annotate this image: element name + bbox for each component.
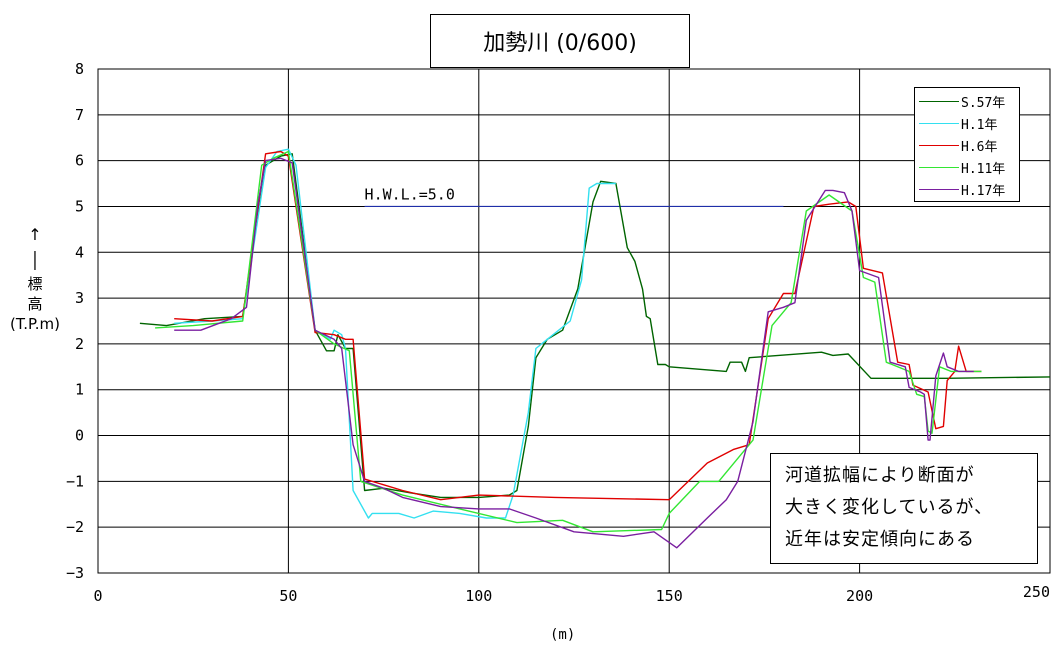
legend-swatch: [919, 122, 959, 124]
legend: S.57年 H.1年 H.6年 H.11年 H.17年: [914, 87, 1020, 202]
legend-swatch: [919, 188, 959, 190]
y-tick-label: 3: [75, 289, 84, 307]
y-tick-label: 0: [75, 427, 84, 445]
y-tick-label: 5: [75, 197, 84, 215]
y-tick-label: 6: [75, 152, 84, 170]
legend-item: S.57年: [919, 90, 1015, 112]
hwl-label: H.W.L.=5.0: [365, 185, 455, 203]
x-tick-label: 0: [93, 587, 102, 605]
grid: [97, 68, 1051, 574]
chart-title: 加勢川 (0/600): [430, 14, 690, 68]
legend-item: H.17年: [919, 178, 1015, 200]
up-arrow-icon: ↑ │: [28, 225, 42, 270]
y-tick-label: −3: [66, 564, 84, 582]
legend-label: H.1年: [961, 117, 998, 133]
series-layer: [139, 148, 1051, 549]
y-tick-label: 1: [75, 381, 84, 399]
legend-item: H.11年: [919, 156, 1015, 178]
series-line: [139, 153, 1051, 499]
y-axis-unit: (T.P.m): [10, 315, 60, 333]
series-line: [174, 148, 616, 519]
x-tick-label: 100: [465, 587, 492, 605]
legend-swatch: [919, 166, 959, 168]
legend-item: H.1年: [919, 112, 1015, 134]
legend-swatch: [919, 100, 959, 102]
legend-swatch: [919, 144, 959, 146]
y-tick-label: 8: [75, 60, 84, 78]
hwl-layer: H.W.L.=5.0: [364, 185, 784, 208]
legend-label: H.17年: [961, 183, 1006, 199]
x-tick-label: 200: [846, 587, 873, 605]
y-tick-label: 4: [75, 243, 84, 261]
y-axis-label-text: 標高: [27, 275, 43, 313]
y-tick-labels: −3 −2 −1 0 1 2 3 4 5 6 7 8: [66, 60, 84, 582]
x-tick-label: 250: [1023, 583, 1050, 601]
x-tick-label: 50: [279, 587, 297, 605]
legend-item: H.6年: [919, 134, 1015, 156]
x-tick-label: 150: [656, 587, 683, 605]
x-tick-labels: 0 50 100 150 200 250: [93, 583, 1050, 605]
annotation-line: 河道拡幅により断面が: [785, 465, 975, 486]
legend-label: H.6年: [961, 139, 998, 155]
annotation-box: 河道拡幅により断面が 大きく変化しているが、 近年は安定傾向にある: [770, 453, 1038, 564]
annotation-line: 大きく変化しているが、: [785, 497, 994, 518]
series-line: [174, 150, 982, 501]
y-tick-label: −2: [66, 518, 84, 536]
y-tick-label: 7: [75, 106, 84, 124]
legend-label: H.11年: [961, 161, 1006, 177]
series-line: [174, 157, 974, 549]
legend-label: S.57年: [961, 95, 1006, 111]
annotation-line: 近年は安定傾向にある: [785, 529, 975, 550]
y-axis-label: ↑ │ 標高 (T.P.m): [0, 222, 70, 334]
y-tick-label: −1: [66, 472, 84, 490]
x-axis-label: (m): [550, 627, 576, 643]
y-tick-label: 2: [75, 335, 84, 353]
